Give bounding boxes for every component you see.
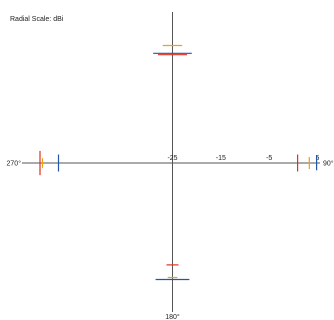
radial-tick-label: -25 xyxy=(167,155,177,162)
radial-tick-label: 5 xyxy=(316,155,320,162)
angle-label-90: 90° xyxy=(323,160,334,168)
radial-tick-label: -5 xyxy=(266,155,272,162)
radial-scale-label: Radial Scale: dBi xyxy=(10,16,64,23)
angle-label-270: 270° xyxy=(7,160,22,168)
angle-labels: 90° 180° 270° xyxy=(7,160,334,320)
glyph-marks xyxy=(39,44,318,281)
angle-label-180: 180° xyxy=(165,313,180,320)
radial-tick-label: -15 xyxy=(216,155,226,162)
radial-tick-labels: -25 -15 -5 5 xyxy=(167,155,319,162)
